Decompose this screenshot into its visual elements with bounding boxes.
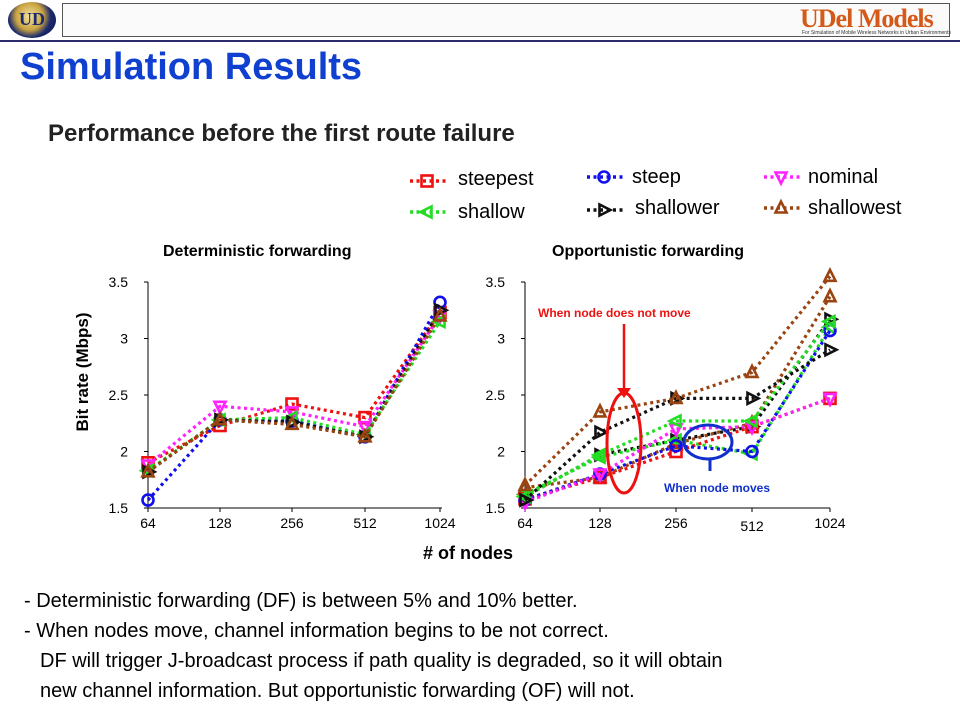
legend-label-nominal: nominal	[808, 166, 879, 188]
legend-label-shallowest: shallowest	[808, 197, 902, 219]
data-point-nominal	[822, 392, 838, 408]
legend-label-steepest: steepest	[458, 168, 534, 190]
annotation-moves-ellipse	[682, 423, 734, 461]
data-point-shallowest	[432, 306, 448, 322]
y-tick-label: 2.5	[109, 387, 129, 403]
y-tick-label: 3.5	[486, 274, 506, 290]
y-tick-label: 2	[497, 444, 505, 460]
data-point-shallower	[746, 390, 762, 406]
udel-models-logo: UDel Models For Simulation of Mobile Wir…	[800, 4, 951, 38]
bullet-1: - Deterministic forwarding (DF) is betwe…	[24, 590, 578, 612]
x-tick-label: 64	[140, 515, 156, 531]
data-point-shallower	[824, 342, 840, 358]
legend-marker-shallow	[417, 204, 433, 220]
x-tick-label: 128	[588, 515, 612, 531]
series-line-steep	[146, 301, 442, 502]
data-point-shallowest	[592, 402, 608, 418]
data-point-steep	[141, 493, 155, 507]
page-title: Simulation Results	[20, 46, 363, 88]
data-point-shallow	[820, 313, 836, 330]
data-point-shallow	[590, 447, 606, 463]
data-point-shallow	[666, 413, 682, 429]
series-line-shallow	[524, 320, 832, 499]
data-point-steepest	[285, 397, 299, 411]
series-line-nominal	[146, 315, 442, 467]
chart-title-opportunistic: Opportunistic forwarding	[552, 243, 744, 260]
series-line-shallow	[524, 326, 832, 496]
y-tick-label: 2	[120, 444, 128, 460]
series-line-shallowest	[147, 315, 442, 474]
x-tick-label: 128	[208, 515, 232, 531]
data-point-steepest	[669, 444, 683, 459]
series-line-shallower	[147, 309, 442, 474]
data-point-nominal	[592, 468, 608, 484]
annotation-no-move-ellipse	[605, 391, 643, 495]
bullet-2: - When nodes move, channel information b…	[24, 620, 609, 642]
series-line-steep	[524, 329, 832, 502]
series-line-shallow	[147, 320, 442, 473]
data-point-steep	[669, 439, 683, 453]
data-point-shallowest	[357, 427, 373, 443]
university-seal-logo: UD	[8, 2, 56, 38]
page-subtitle: Performance before the first route failu…	[48, 120, 515, 147]
data-point-shallowest	[744, 362, 760, 379]
data-point-shallow	[666, 432, 682, 448]
annotation-moves: When node moves	[664, 481, 770, 495]
udel-models-logo-text: UDel Models	[800, 4, 934, 33]
banner-frame	[62, 3, 950, 37]
data-point-shallowest	[822, 287, 838, 303]
data-point-shallow	[515, 489, 531, 505]
x-tick-label: 64	[517, 515, 533, 531]
y-tick-label: 3.5	[109, 274, 129, 290]
legend-label-steep: steep	[632, 166, 681, 188]
data-point-shallower	[519, 492, 535, 508]
y-tick-label: 3	[497, 331, 505, 347]
data-point-shallower	[594, 424, 610, 440]
data-point-shallow	[742, 413, 758, 429]
x-tick-label: 256	[280, 515, 304, 531]
annotation-no-move: When node does not move	[538, 306, 691, 320]
legend-label-shallower: shallower	[635, 197, 720, 219]
y-tick-label: 1.5	[109, 500, 129, 516]
bullet-list: - Deterministic forwarding (DF) is betwe…	[24, 586, 723, 706]
legend-marker-shallower	[598, 202, 614, 218]
udel-models-tagline: For Simulation of Mobile Wireless Networ…	[802, 30, 951, 36]
x-tick-label: 512	[353, 515, 377, 531]
x-tick-label: 1024	[814, 515, 845, 531]
series-line-nominal	[524, 396, 831, 504]
y-tick-label: 2.5	[486, 387, 506, 403]
series-line-shallowest	[523, 275, 832, 487]
y-tick-label: 1.5	[486, 500, 506, 516]
data-point-shallowest	[140, 462, 156, 478]
legend-label-shallow: shallow	[458, 201, 525, 223]
top-banner: UD UDel Models For Simulation of Mobile …	[0, 0, 960, 42]
x-tick-label: 512	[740, 518, 764, 534]
chart-title-deterministic: Deterministic forwarding	[163, 243, 352, 260]
data-point-shallowest	[517, 475, 533, 492]
x-tick-label: 1024	[424, 515, 455, 531]
x-axis-label: # of nodes	[423, 543, 514, 563]
legend-marker-nominal	[773, 171, 789, 187]
data-point-nominal	[212, 400, 228, 416]
x-tick-label: 256	[664, 515, 688, 531]
data-point-steep	[745, 444, 759, 459]
legend-marker-steepest	[420, 174, 434, 188]
data-point-nominal	[744, 420, 760, 437]
data-point-shallowest	[284, 414, 300, 431]
legend-marker-steep	[597, 170, 611, 184]
y-tick-label: 3	[120, 331, 128, 347]
data-point-shallowest	[668, 388, 684, 405]
legend-marker-shallowest	[773, 198, 789, 214]
bullet-2-cont-1: DF will trigger J-broadcast process if p…	[40, 650, 723, 672]
data-point-shallowest	[822, 266, 838, 283]
data-point-shallowest	[212, 410, 228, 426]
bullet-2-cont-2: new channel information. But opportunist…	[40, 680, 635, 702]
